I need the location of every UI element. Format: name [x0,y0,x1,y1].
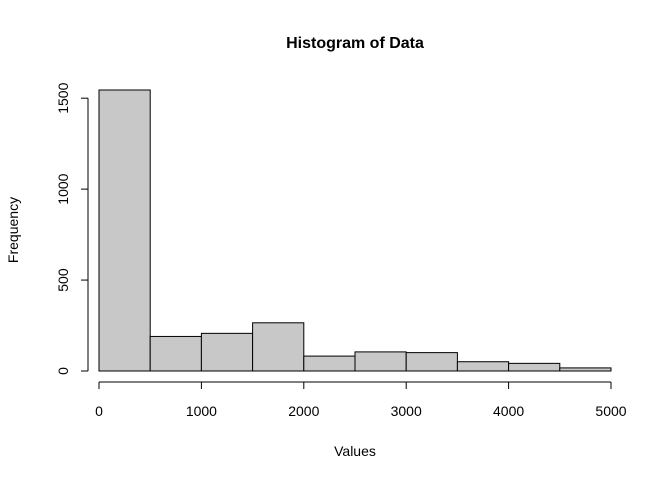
x-tick-label: 5000 [595,403,626,419]
x-tick-label: 4000 [493,403,524,419]
histogram-bar-0 [98,89,151,372]
histogram-bar-5 [354,351,407,372]
x-axis-label: Values [334,443,376,459]
y-axis: 0 500 1000 1500 [55,82,89,375]
y-axis-label: Frequency [5,197,21,263]
histogram-bar-7 [456,361,510,372]
y-tick-label: 500 [55,268,71,292]
histogram-bar-2 [200,332,254,372]
y-tick-label: 0 [55,367,71,375]
x-tick-label: 3000 [391,403,422,419]
x-tick-label: 2000 [288,403,319,419]
x-tick-label: 1000 [186,403,217,419]
y-tick-label: 1500 [55,82,71,113]
bars-group [98,89,612,372]
histogram-bar-9 [559,367,612,372]
histogram-bar-6 [405,352,458,372]
x-tick-label: 0 [95,403,103,419]
histogram-bar-1 [149,335,202,372]
histogram-bar-8 [508,362,561,372]
histogram-bar-3 [252,322,305,372]
y-tick-label: 1000 [55,173,71,204]
histogram-bar-4 [303,355,356,372]
chart-title: Histogram of Data [286,35,424,52]
x-axis: 0 1000 2000 3000 4000 5000 [95,381,627,419]
